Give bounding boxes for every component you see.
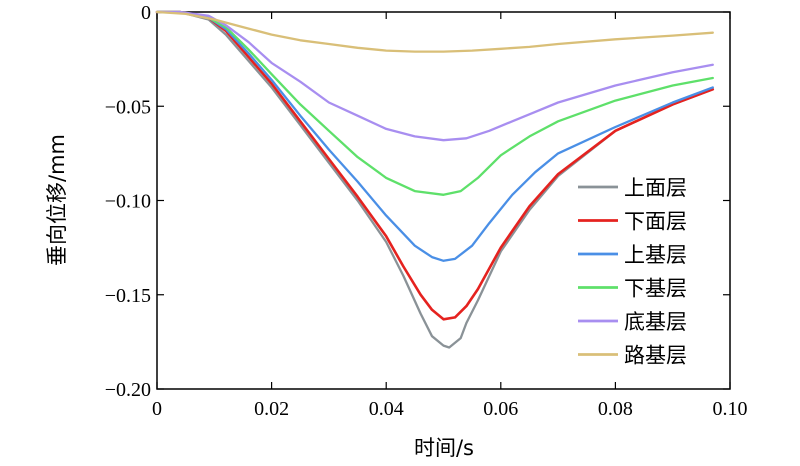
y-tick-label: −0.20 [105, 379, 151, 401]
y-tick-label: −0.05 [105, 96, 151, 118]
y-tick-label: −0.15 [105, 285, 151, 307]
x-tick-label: 0.04 [369, 398, 404, 420]
x-tick-label: 0 [152, 398, 162, 420]
series-line-6 [155, 10, 714, 53]
series-line-5 [155, 10, 714, 142]
x-tick-label: 0.10 [713, 398, 748, 420]
x-axis-title: 时间/s [414, 436, 474, 460]
legend-label: 下基层 [624, 277, 687, 301]
series-line-3 [155, 10, 714, 262]
x-tick-label: 0.08 [598, 398, 633, 420]
axis-tick-labels: 0 0.02 0.04 0.06 0.08 0.10 0 −0.05 −0.10 −0.15 −0.… [105, 2, 748, 420]
x-tick-label: 0.06 [483, 398, 518, 420]
series-lines [155, 10, 715, 349]
series-line-2 [155, 10, 715, 321]
legend-label: 路基层 [624, 344, 687, 368]
series-line-4 [155, 10, 714, 196]
legend-label: 下面层 [624, 210, 687, 234]
series-line-1 [155, 10, 714, 349]
x-tick-label: 0.02 [254, 398, 289, 420]
y-tick-label: 0 [141, 2, 151, 24]
y-tick-label: −0.10 [105, 191, 151, 213]
legend-label: 底基层 [624, 310, 687, 334]
legend-label: 上面层 [624, 176, 687, 200]
legend-label: 上基层 [624, 243, 687, 267]
y-axis-title: 垂向位移/mm [45, 134, 69, 266]
